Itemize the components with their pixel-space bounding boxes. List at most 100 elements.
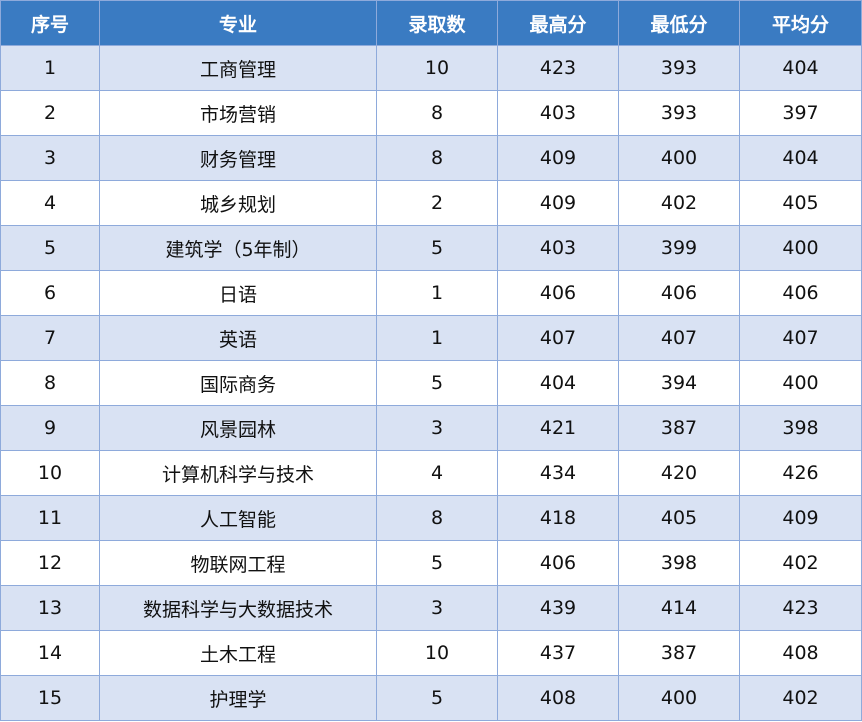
table-cell: 3	[0, 135, 100, 181]
table-cell: 420	[618, 450, 740, 496]
table-row: 11 人工智能 8 418 405 409	[0, 495, 862, 541]
table-cell: 2	[376, 180, 498, 226]
table-cell: 2	[0, 90, 100, 136]
table-cell: 建筑学（5年制）	[99, 225, 377, 271]
table-cell: 数据科学与大数据技术	[99, 585, 377, 631]
table-cell: 人工智能	[99, 495, 377, 541]
table-cell: 404	[497, 360, 619, 406]
table-cell: 409	[739, 495, 862, 541]
table-cell: 437	[497, 630, 619, 676]
table-cell: 404	[739, 45, 862, 91]
table-cell: 13	[0, 585, 100, 631]
table-cell: 10	[376, 630, 498, 676]
table-cell: 407	[497, 315, 619, 361]
table-cell: 393	[618, 45, 740, 91]
table-cell: 5	[376, 540, 498, 586]
table-cell: 409	[497, 180, 619, 226]
table-cell: 14	[0, 630, 100, 676]
table-cell: 403	[497, 225, 619, 271]
table-cell: 405	[618, 495, 740, 541]
table-row: 14 土木工程 10 437 387 408	[0, 630, 862, 676]
table-cell: 市场营销	[99, 90, 377, 136]
table-body: 1 工商管理 10 423 393 404 2 市场营销 8 403 393 397 3 财务管理 8 409…	[0, 45, 862, 721]
table-cell: 418	[497, 495, 619, 541]
table-cell: 5	[0, 225, 100, 271]
table-cell: 400	[739, 360, 862, 406]
table-cell: 风景园林	[99, 405, 377, 451]
table-cell: 426	[739, 450, 862, 496]
header-cell: 录取数	[376, 0, 498, 46]
table-cell: 5	[376, 225, 498, 271]
table-cell: 439	[497, 585, 619, 631]
table-row: 3 财务管理 8 409 400 404	[0, 135, 862, 181]
table-row: 10 计算机科学与技术 4 434 420 426	[0, 450, 862, 496]
table-cell: 5	[376, 675, 498, 721]
table-cell: 15	[0, 675, 100, 721]
table-cell: 407	[739, 315, 862, 361]
table-cell: 408	[497, 675, 619, 721]
table-cell: 402	[739, 675, 862, 721]
table-cell: 1	[376, 270, 498, 316]
table-cell: 405	[739, 180, 862, 226]
table-cell: 403	[497, 90, 619, 136]
table-cell: 423	[739, 585, 862, 631]
header-row: 序号 专业 录取数 最高分 最低分 平均分	[0, 0, 862, 46]
table-cell: 434	[497, 450, 619, 496]
table-row: 15 护理学 5 408 400 402	[0, 675, 862, 721]
table-cell: 393	[618, 90, 740, 136]
table-cell: 406	[497, 270, 619, 316]
table-row: 9 风景园林 3 421 387 398	[0, 405, 862, 451]
header-cell: 专业	[99, 0, 377, 46]
table-cell: 工商管理	[99, 45, 377, 91]
table-cell: 12	[0, 540, 100, 586]
table-cell: 414	[618, 585, 740, 631]
table-row: 12 物联网工程 5 406 398 402	[0, 540, 862, 586]
table-cell: 5	[376, 360, 498, 406]
table-cell: 土木工程	[99, 630, 377, 676]
table-cell: 10	[0, 450, 100, 496]
table-cell: 387	[618, 630, 740, 676]
table-row: 13 数据科学与大数据技术 3 439 414 423	[0, 585, 862, 631]
table-cell: 408	[739, 630, 862, 676]
table-cell: 394	[618, 360, 740, 406]
table-cell: 400	[739, 225, 862, 271]
header-cell: 最低分	[618, 0, 740, 46]
table-cell: 英语	[99, 315, 377, 361]
table-cell: 8	[376, 135, 498, 181]
table-cell: 3	[376, 585, 498, 631]
table-cell: 10	[376, 45, 498, 91]
table-cell: 8	[0, 360, 100, 406]
header-cell: 序号	[0, 0, 100, 46]
table-cell: 398	[618, 540, 740, 586]
table-cell: 421	[497, 405, 619, 451]
table-cell: 409	[497, 135, 619, 181]
table-row: 5 建筑学（5年制） 5 403 399 400	[0, 225, 862, 271]
table-cell: 402	[618, 180, 740, 226]
table-cell: 406	[618, 270, 740, 316]
table-cell: 402	[739, 540, 862, 586]
table-row: 1 工商管理 10 423 393 404	[0, 45, 862, 91]
table-cell: 400	[618, 675, 740, 721]
table-cell: 423	[497, 45, 619, 91]
table-cell: 9	[0, 405, 100, 451]
table-cell: 406	[739, 270, 862, 316]
table-cell: 8	[376, 90, 498, 136]
table-cell: 11	[0, 495, 100, 541]
table-cell: 398	[739, 405, 862, 451]
table-cell: 397	[739, 90, 862, 136]
table-cell: 物联网工程	[99, 540, 377, 586]
table-cell: 400	[618, 135, 740, 181]
table-row: 7 英语 1 407 407 407	[0, 315, 862, 361]
table-row: 6 日语 1 406 406 406	[0, 270, 862, 316]
table-cell: 计算机科学与技术	[99, 450, 377, 496]
table-cell: 399	[618, 225, 740, 271]
table-row: 2 市场营销 8 403 393 397	[0, 90, 862, 136]
table-cell: 6	[0, 270, 100, 316]
table-cell: 城乡规划	[99, 180, 377, 226]
table-cell: 407	[618, 315, 740, 361]
table-cell: 406	[497, 540, 619, 586]
table-cell: 4	[0, 180, 100, 226]
header-cell: 平均分	[739, 0, 862, 46]
